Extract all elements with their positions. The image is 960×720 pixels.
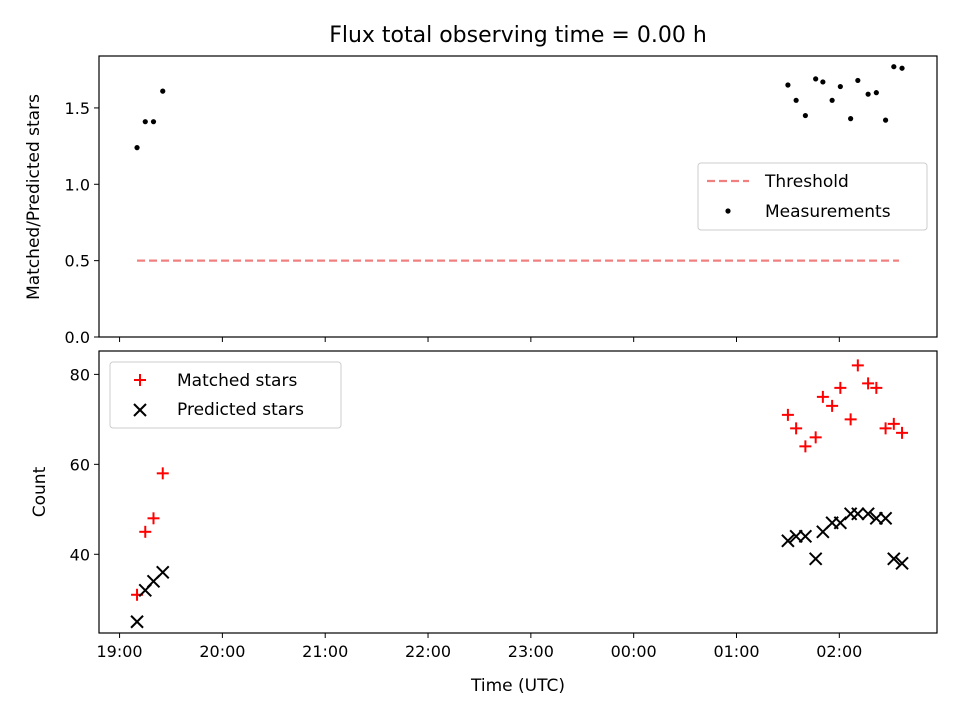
x-tick-label: 00:00 xyxy=(611,642,657,661)
chart-title: Flux total observing time = 0.00 h xyxy=(329,23,707,48)
x-tick-label: 01:00 xyxy=(713,642,759,661)
measurements-point xyxy=(837,83,843,90)
predicted-stars-point xyxy=(808,552,823,566)
legend-measurements-swatch xyxy=(725,208,731,214)
measurements-point xyxy=(891,64,897,70)
matched-stars-point xyxy=(834,381,847,394)
top-legend: Threshold Measurements xyxy=(697,162,928,231)
top-y-tick-label: 1.0 xyxy=(65,175,90,194)
top-legend-box xyxy=(697,162,928,231)
measurements-point xyxy=(134,145,140,151)
measurements-point xyxy=(855,77,861,84)
matched-stars-point xyxy=(809,431,822,444)
bottom-panel-ylabel: Count xyxy=(30,466,50,517)
x-tick-label: 21:00 xyxy=(302,642,348,661)
measurements-point xyxy=(873,90,879,96)
bottom-legend: Matched stars Predicted stars xyxy=(109,361,342,429)
legend-threshold-label: Threshold xyxy=(764,172,849,192)
x-tick-label: 23:00 xyxy=(508,642,554,661)
predicted-stars-point xyxy=(130,615,144,629)
bottom-y-tick-label: 80 xyxy=(70,365,90,384)
top-y-tick-label: 1.5 xyxy=(65,99,90,118)
matched-stars-point xyxy=(139,525,152,538)
legend-predicted-swatch xyxy=(133,403,147,417)
measurements-point xyxy=(785,82,791,88)
measurements-point xyxy=(899,65,905,71)
matched-stars-point xyxy=(790,422,803,435)
matched-stars-point xyxy=(851,359,864,372)
top-panel-ylabel: Matched/Predicted stars xyxy=(24,94,44,300)
predicted-stars-point xyxy=(878,511,893,526)
x-axis-label: Time (UTC) xyxy=(470,676,565,696)
matched-stars-point xyxy=(896,426,909,439)
matched-stars-point xyxy=(781,408,794,421)
measurements-point xyxy=(882,117,889,123)
matched-stars-point xyxy=(862,377,875,390)
measurements-point xyxy=(160,88,166,94)
matched-stars-point xyxy=(887,417,900,430)
predicted-stars-point xyxy=(861,507,875,521)
predicted-stars-point xyxy=(895,556,909,570)
measurements-point xyxy=(848,116,854,122)
x-tick-label: 20:00 xyxy=(199,642,245,661)
predicted-stars-point xyxy=(887,552,901,566)
bottom-legend-box xyxy=(109,361,342,429)
legend-measurements-label: Measurements xyxy=(765,202,891,222)
legend-matched-swatch xyxy=(134,374,146,386)
bottom-y-tick-label: 40 xyxy=(70,545,90,564)
predicted-stars-point xyxy=(798,529,813,544)
x-tick-label: 22:00 xyxy=(405,642,451,661)
x-tick-label: 19:00 xyxy=(97,642,143,661)
matched-stars-point xyxy=(879,422,892,435)
top-y-tick-label: 0.0 xyxy=(65,328,90,347)
matched-stars-point xyxy=(870,381,883,394)
measurements-point xyxy=(820,79,826,85)
matched-stars-point xyxy=(799,440,812,453)
top-y-tick-label: 0.5 xyxy=(65,252,90,271)
measurements-point xyxy=(865,91,871,97)
matched-stars-point xyxy=(826,399,839,412)
predicted-stars-point xyxy=(156,565,170,579)
legend-matched-label: Matched stars xyxy=(177,371,297,391)
matched-stars-point xyxy=(816,390,829,403)
measurements-point xyxy=(829,97,835,103)
measurements-point xyxy=(793,97,799,103)
legend-predicted-label: Predicted stars xyxy=(177,400,304,420)
measurements-point xyxy=(802,112,808,119)
bottom-y-tick-label: 60 xyxy=(70,455,90,474)
predicted-stars-point xyxy=(781,534,795,548)
matched-stars-point xyxy=(156,467,169,480)
predicted-stars-point xyxy=(851,507,865,521)
measurements-point xyxy=(150,119,157,125)
matched-stars-point xyxy=(844,413,857,426)
measurements-point xyxy=(813,76,819,82)
measurements-point xyxy=(142,119,148,125)
matched-stars-point xyxy=(147,512,160,525)
x-tick-label: 02:00 xyxy=(816,642,862,661)
